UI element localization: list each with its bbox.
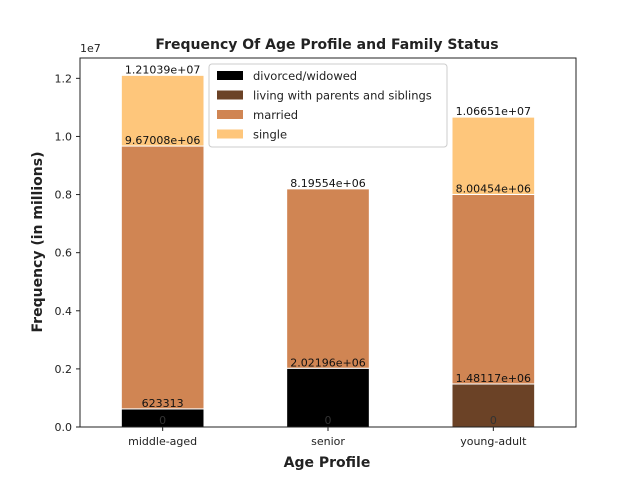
y-axis-label: Frequency (in millions) bbox=[30, 152, 46, 333]
y-tick-label: 1.2 bbox=[55, 72, 73, 85]
x-tick-label: young-adult bbox=[460, 435, 527, 448]
data-label: 623313 bbox=[142, 397, 184, 410]
legend-label: divorced/widowed bbox=[253, 69, 357, 83]
bar-segment-senior-2 bbox=[286, 188, 370, 369]
data-label: 8.00454e+06 bbox=[456, 182, 531, 195]
bar-segment-young-adult-3 bbox=[451, 116, 536, 195]
bar-segment-senior-0 bbox=[286, 367, 370, 428]
data-label: 0 bbox=[159, 414, 166, 427]
legend-swatch bbox=[217, 71, 243, 80]
y-tick-label: 0.4 bbox=[55, 305, 73, 318]
plot-area: 0.0 0.2 0.4 0.6 0.8 1.0 1.2 middle-aged senior yo… bbox=[55, 63, 536, 448]
bar-segment-middle-aged-2 bbox=[120, 145, 205, 410]
data-label: 9.67008e+06 bbox=[125, 134, 200, 147]
y-tick-label: 0.6 bbox=[55, 247, 73, 260]
data-label: 2.02196e+06 bbox=[290, 356, 365, 369]
legend-box bbox=[208, 63, 448, 148]
legend-label: living with parents and siblings bbox=[253, 89, 432, 103]
legend-label: single bbox=[253, 128, 287, 142]
data-label: 8.19554e+06 bbox=[290, 177, 365, 190]
x-tick-label: senior bbox=[311, 435, 345, 448]
data-label: 0 bbox=[490, 414, 497, 427]
x-tick-label: middle-aged bbox=[128, 435, 197, 448]
x-axis-label: Age Profile bbox=[284, 455, 371, 471]
y-tick-label: 0.2 bbox=[55, 363, 73, 376]
y-tick-label: 0.8 bbox=[55, 189, 73, 202]
y-tick-label: 0.0 bbox=[55, 421, 73, 434]
y-axis-offset-text: 1e7 bbox=[80, 42, 101, 55]
legend: divorced/widowed living with parents and … bbox=[208, 63, 448, 148]
y-tick-label: 1.0 bbox=[55, 130, 73, 143]
bar-segment-young-adult-2 bbox=[451, 193, 536, 385]
data-label: 1.48117e+06 bbox=[456, 372, 531, 385]
legend-label: married bbox=[253, 108, 298, 122]
bar-segment-middle-aged-3 bbox=[120, 74, 205, 147]
data-label: 0 bbox=[325, 414, 332, 427]
legend-swatch bbox=[217, 90, 243, 100]
chart-title: Frequency Of Age Profile and Family Stat… bbox=[155, 37, 498, 53]
legend-swatch bbox=[217, 129, 243, 139]
axes-frame bbox=[79, 57, 577, 428]
data-label: 1.21039e+07 bbox=[125, 63, 200, 76]
data-label: 1.06651e+07 bbox=[456, 105, 531, 118]
legend-swatch bbox=[217, 110, 243, 119]
